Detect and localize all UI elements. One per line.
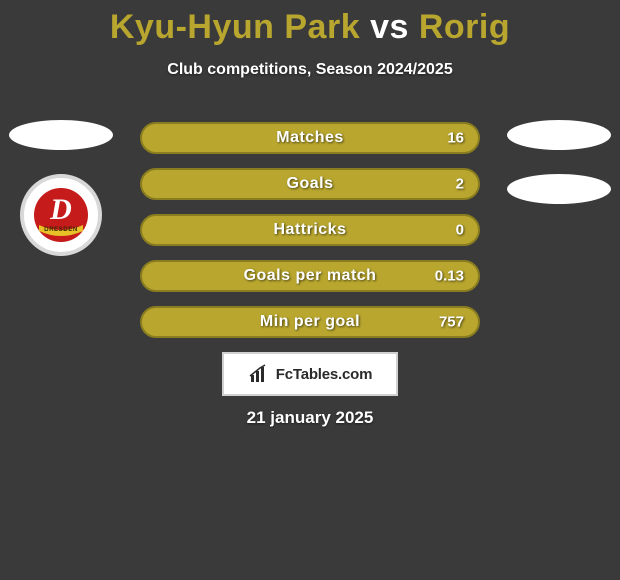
title-vs: vs <box>370 8 409 46</box>
stat-bar-matches: Matches 16 <box>140 122 480 154</box>
stat-value-right: 0 <box>456 222 464 239</box>
right-side-column <box>504 120 614 204</box>
subtitle: Club competitions, Season 2024/2025 <box>0 61 620 79</box>
stat-value-right: 16 <box>447 130 464 147</box>
left-side-column: D DRESDEN <box>6 120 116 256</box>
stat-label: Matches <box>276 129 344 147</box>
stat-bar-goals-per-match: Goals per match 0.13 <box>140 260 480 292</box>
stat-bar-hattricks: Hattricks 0 <box>140 214 480 246</box>
bar-chart-icon <box>248 363 270 385</box>
player1-club-badge: D DRESDEN <box>20 174 102 256</box>
stat-value-right: 0.13 <box>435 268 464 285</box>
stat-bar-min-per-goal: Min per goal 757 <box>140 306 480 338</box>
player1-name: Kyu-Hyun Park <box>110 8 360 46</box>
dynamo-dresden-icon: D DRESDEN <box>31 185 91 245</box>
fctables-logo-text: FcTables.com <box>276 366 373 383</box>
stat-label: Hattricks <box>274 221 347 239</box>
stat-bars-container: Matches 16 Goals 2 Hattricks 0 Goals per… <box>140 122 480 338</box>
date-text: 21 january 2025 <box>0 408 620 428</box>
stat-value-right: 2 <box>456 176 464 193</box>
player2-placeholder-ellipse-2 <box>507 174 611 204</box>
player2-name: Rorig <box>419 8 510 46</box>
svg-text:D: D <box>49 193 72 226</box>
svg-text:DRESDEN: DRESDEN <box>44 226 78 233</box>
stat-label: Min per goal <box>260 313 360 331</box>
comparison-title: Kyu-Hyun Park vs Rorig <box>0 0 620 47</box>
fctables-logo-box: FcTables.com <box>222 352 398 396</box>
stat-bar-goals: Goals 2 <box>140 168 480 200</box>
stat-label: Goals per match <box>244 267 377 285</box>
player1-placeholder-ellipse <box>9 120 113 150</box>
stat-value-right: 757 <box>439 314 464 331</box>
player2-placeholder-ellipse-1 <box>507 120 611 150</box>
stat-label: Goals <box>287 175 334 193</box>
